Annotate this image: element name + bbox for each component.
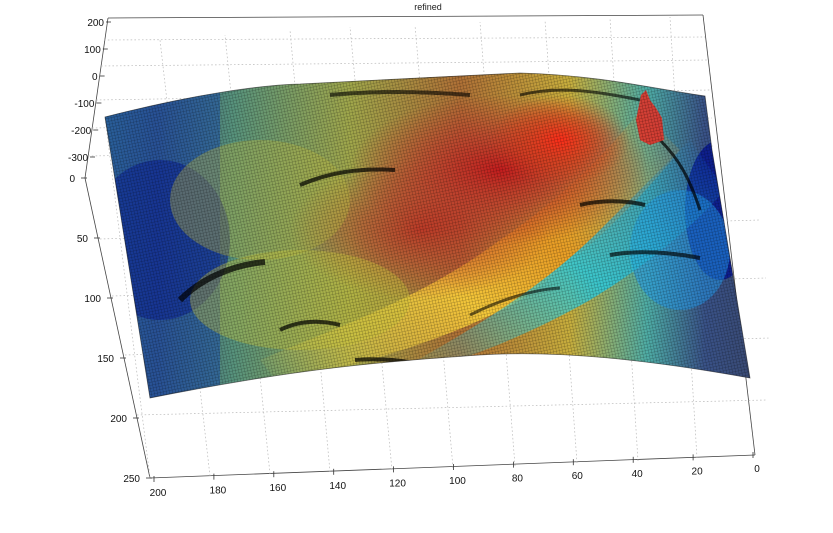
y-axis-ticks: 0 50 100 150 200 250 bbox=[69, 174, 152, 485]
tick-label: 250 bbox=[123, 474, 140, 485]
chart-title: refined bbox=[414, 2, 442, 12]
tick-label: 50 bbox=[77, 234, 89, 245]
tick-label: 180 bbox=[210, 486, 227, 497]
tick-label: 0 bbox=[92, 72, 98, 83]
tick-label: 20 bbox=[692, 466, 704, 477]
tick-label: 160 bbox=[269, 483, 286, 494]
tick-label: 0 bbox=[754, 464, 760, 475]
tick-label: 150 bbox=[97, 354, 114, 365]
tick-label: 120 bbox=[389, 478, 406, 489]
x-axis-ticks: 200 180 160 140 120 100 80 60 40 20 0 bbox=[150, 452, 760, 499]
tick-label: 80 bbox=[512, 474, 524, 485]
z-axis-ticks: 200 100 0 -100 -200 -300 bbox=[68, 18, 111, 164]
tick-label: 60 bbox=[572, 471, 584, 482]
tick-label: 100 bbox=[449, 476, 466, 487]
tick-label: -200 bbox=[71, 126, 91, 137]
tick-label: 100 bbox=[84, 45, 101, 56]
tick-label: 40 bbox=[632, 469, 644, 480]
tick-label: 0 bbox=[69, 174, 75, 185]
tick-label: 200 bbox=[110, 414, 127, 425]
tick-label: -100 bbox=[74, 99, 94, 110]
tick-label: -300 bbox=[68, 153, 88, 164]
tick-label: 100 bbox=[84, 294, 101, 305]
surface-mesh bbox=[104, 72, 751, 399]
tick-label: 140 bbox=[329, 481, 346, 492]
tick-label: 200 bbox=[87, 18, 104, 29]
tick-label: 200 bbox=[150, 488, 167, 499]
